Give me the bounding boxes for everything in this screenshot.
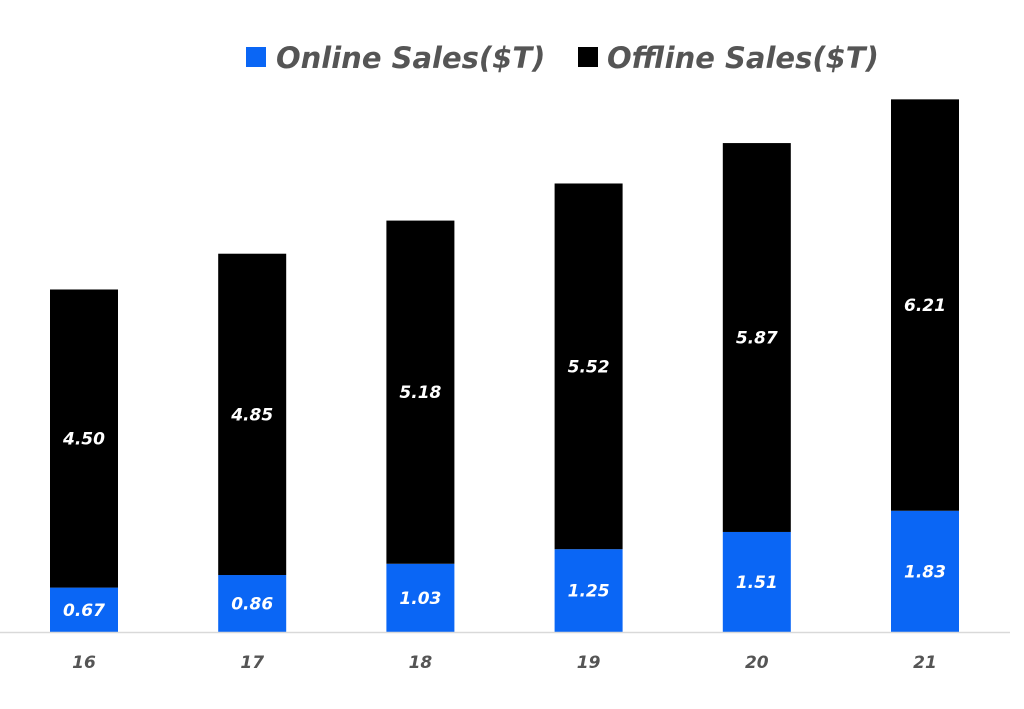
data-label: 4.85 — [230, 405, 273, 425]
data-label: 5.52 — [568, 357, 610, 377]
data-label: 1.83 — [904, 562, 946, 582]
data-label: 6.21 — [904, 296, 946, 316]
x-tick-label: 17 — [240, 653, 264, 673]
legend-swatch-offline — [578, 47, 598, 67]
bar-online-18 — [386, 563, 455, 632]
legend-label-offline: Offline Sales($T) — [607, 41, 879, 75]
legend: Online Sales($T) Offline Sales($T) — [246, 41, 879, 75]
data-label: 0.86 — [231, 595, 273, 615]
bar-offline-20 — [722, 143, 791, 532]
x-tick-label: 16 — [72, 653, 96, 673]
bar-online-21 — [891, 510, 959, 632]
data-label: 4.50 — [62, 430, 105, 450]
bar-offline-16 — [50, 289, 118, 588]
x-tick-label: 21 — [913, 653, 937, 673]
data-label: 1.25 — [568, 582, 610, 602]
bar-online-17 — [218, 575, 287, 632]
x-tick-label: 20 — [745, 653, 769, 673]
x-tick-label: 18 — [409, 653, 433, 673]
bar-offline-18 — [386, 220, 455, 564]
legend-label-online: Online Sales($T) — [276, 41, 545, 75]
bar-offline-21 — [891, 99, 959, 511]
bar-offline-17 — [218, 253, 287, 576]
bar-online-20 — [722, 531, 791, 632]
data-label: 0.67 — [63, 601, 105, 621]
bar-online-19 — [554, 549, 623, 632]
bar-offline-19 — [554, 183, 623, 550]
data-label: 5.18 — [399, 383, 441, 403]
data-label: 1.03 — [399, 589, 441, 609]
data-label: 5.87 — [736, 329, 778, 349]
legend-swatch-online — [246, 47, 266, 67]
data-label: 1.51 — [736, 573, 778, 593]
x-tick-label: 19 — [577, 653, 601, 673]
bar-online-16 — [50, 587, 118, 632]
